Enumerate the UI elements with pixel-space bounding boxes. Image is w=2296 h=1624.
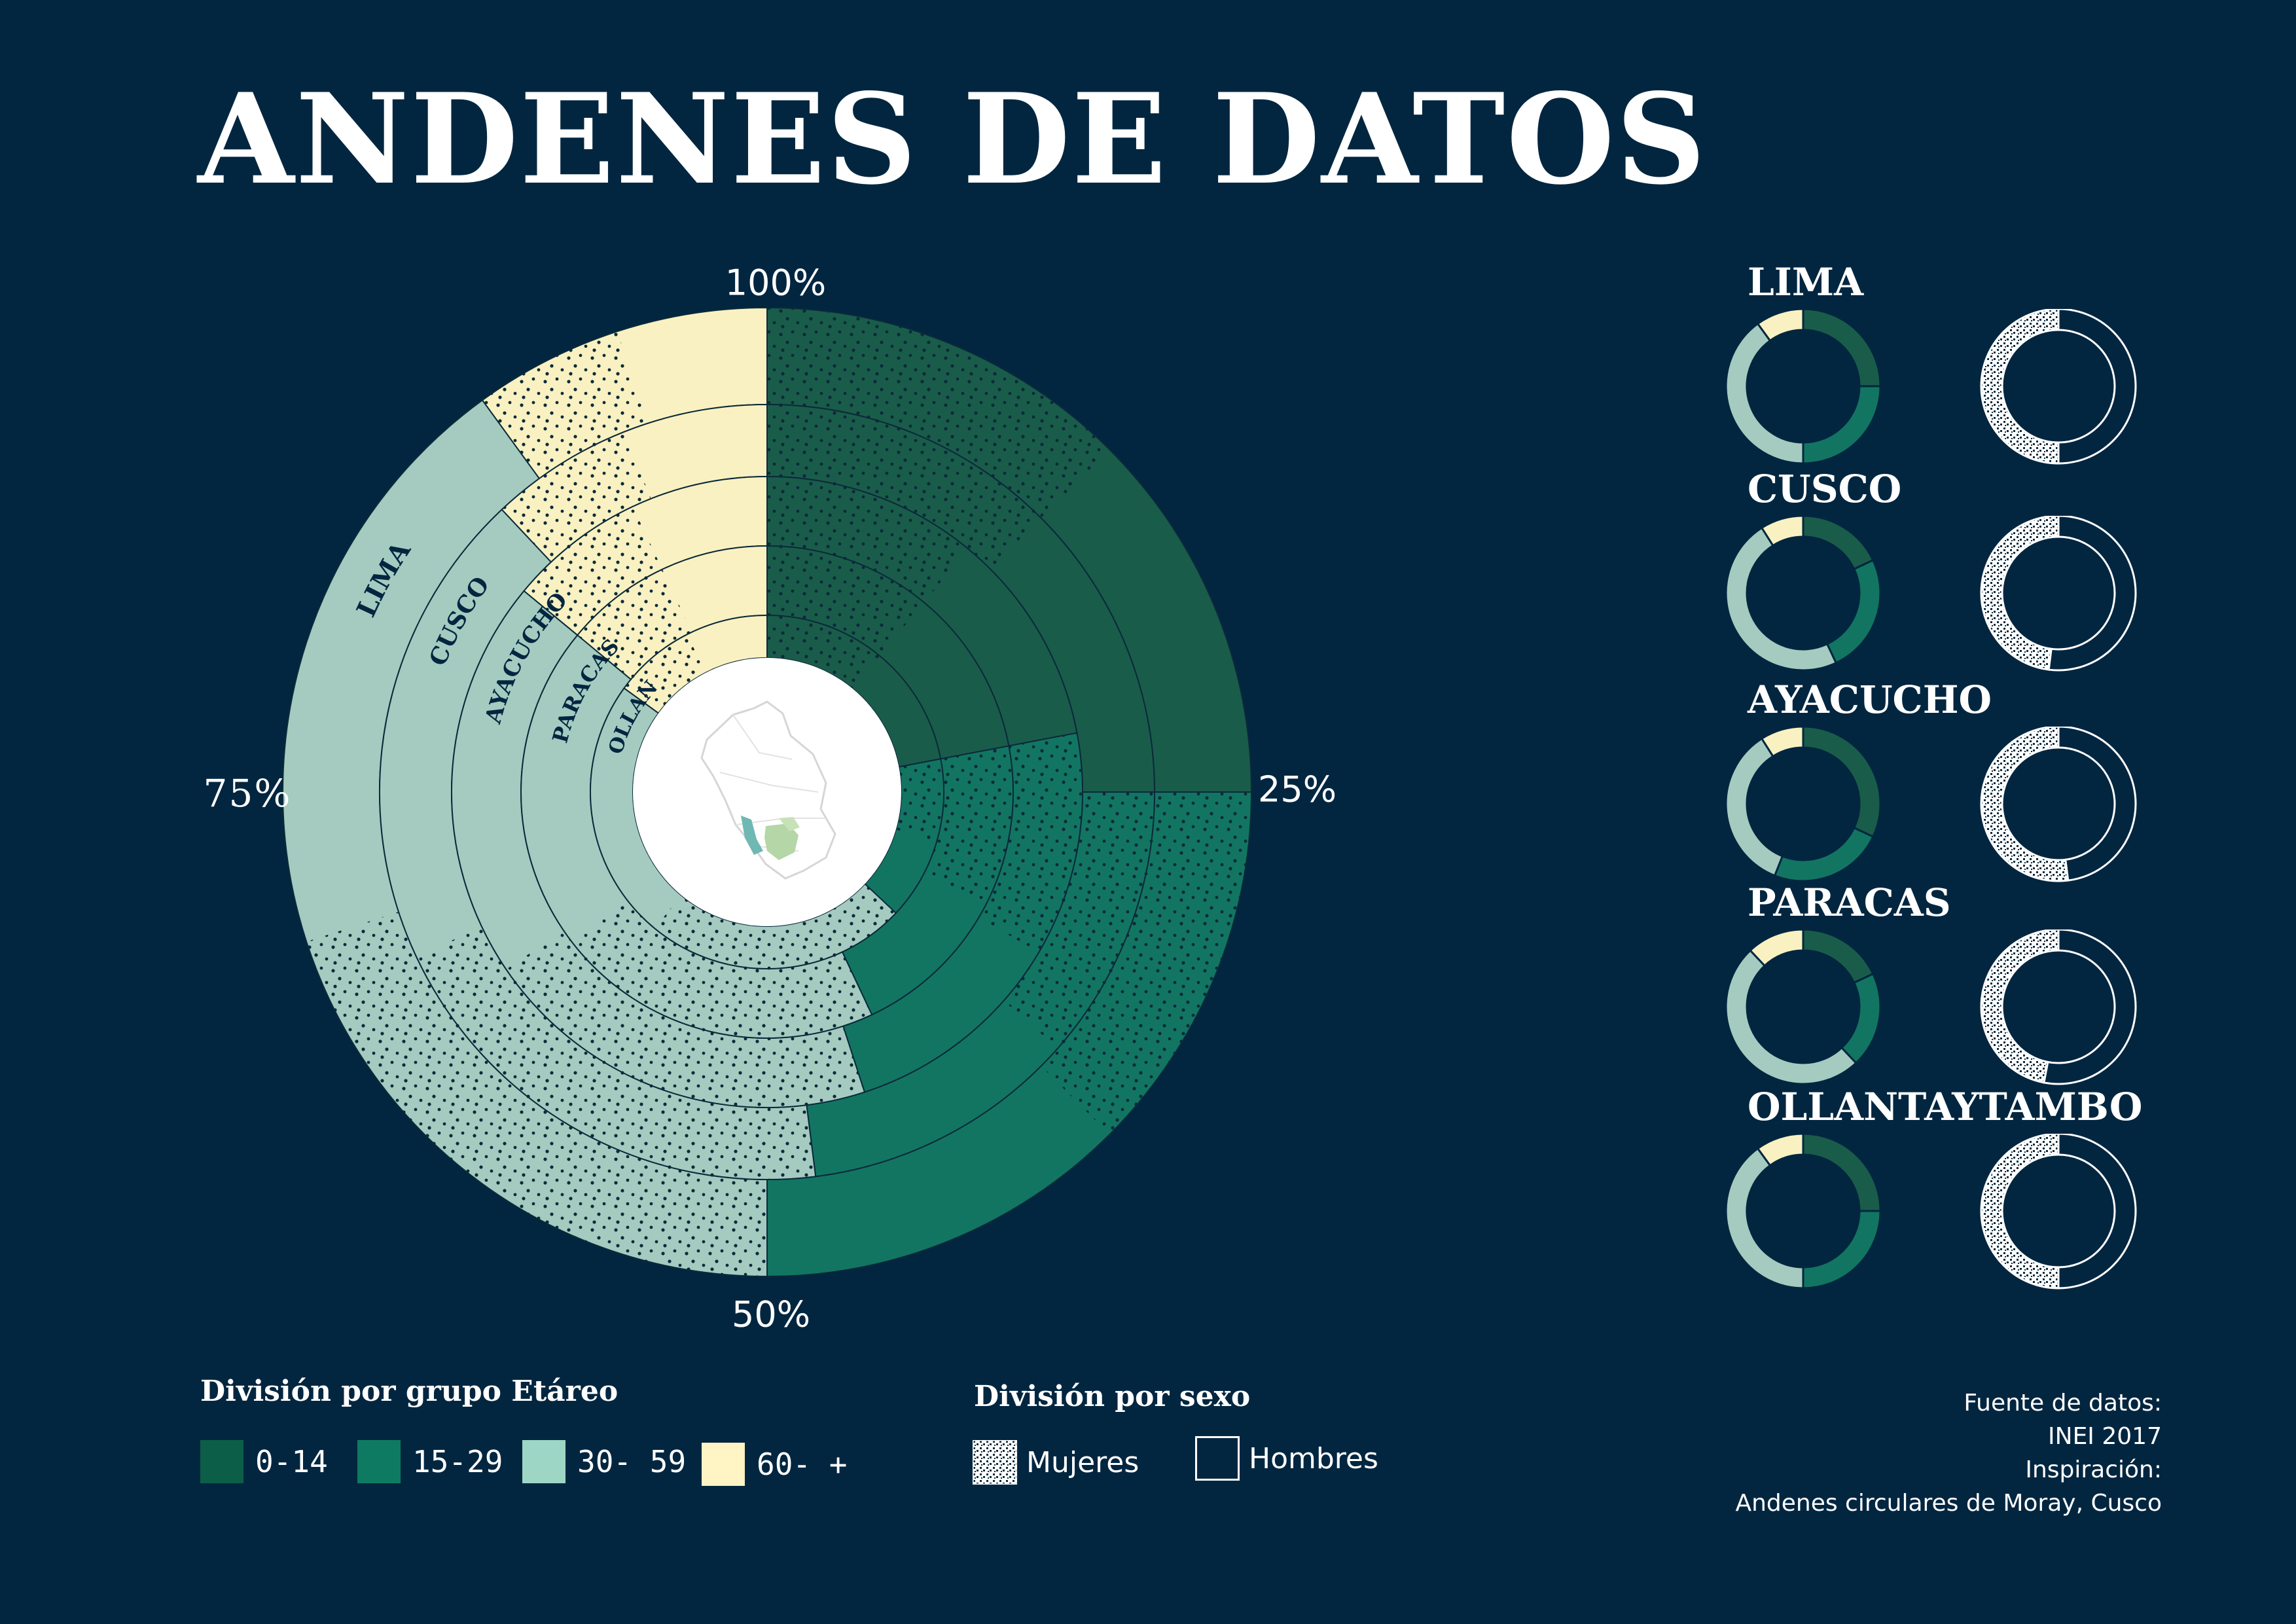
sex-donut-men — [2043, 929, 2137, 1085]
legend-item-mujeres: Mujeres — [973, 1440, 1139, 1485]
women-share-lima-15-29 — [1041, 792, 1252, 1135]
women-share-cusco-60-plus — [501, 431, 651, 562]
credits: Fuente de datos: INEI 2017 Inspiración: … — [1735, 1386, 2162, 1520]
credits-inspiration: Andenes circulares de Moray, Cusco — [1735, 1490, 2162, 1517]
age-donut-segment-60-plus — [1749, 929, 1804, 967]
age-donut-segment-30-59 — [1725, 737, 1784, 877]
credits-source: INEI 2017 — [2048, 1423, 2162, 1450]
women-share-lima-0-14 — [767, 308, 1110, 518]
legend-swatch — [702, 1443, 745, 1486]
axis-label-left: 75% — [203, 771, 292, 816]
women-share-ollan-60-plus — [624, 634, 706, 713]
women-share-ollan-15-29 — [895, 759, 944, 842]
site-donuts — [1725, 727, 2137, 882]
legend-swatch — [357, 1440, 401, 1483]
site-name: LIMA — [1748, 260, 1864, 304]
site-donuts — [1725, 929, 2137, 1085]
legend-label: Mujeres — [1026, 1445, 1139, 1479]
age-donut-segment-30-59 — [1725, 322, 1804, 465]
age-donut-segment-0-14 — [1802, 727, 1882, 839]
legend-swatch — [200, 1440, 243, 1483]
age-donut-segment-60-plus — [1760, 516, 1804, 547]
axis-label-bottom: 50% — [731, 1293, 811, 1335]
sex-donut-men — [2047, 516, 2137, 672]
women-share-cusco-15-29 — [1003, 792, 1155, 1049]
women-share-ayacucho-0-14 — [767, 477, 969, 603]
site-name: AYACUCHO — [1748, 677, 1992, 722]
sex-donut-men — [2057, 309, 2137, 465]
age-donut-segment-15-29 — [1802, 385, 1882, 465]
women-share-ayacucho-15-29 — [978, 732, 1083, 953]
age-donut-segment-30-59 — [1725, 526, 1838, 672]
women-share-ollan-0-14 — [767, 615, 880, 689]
sex-donut-women — [1980, 516, 2060, 671]
women-share-paracas-0-14 — [767, 546, 924, 656]
women-share-paracas-15-29 — [924, 746, 1013, 904]
women-share-paracas-30-59 — [572, 900, 872, 1038]
age-donut-segment-60-plus — [1756, 1134, 1804, 1167]
legend-label: 15-29 — [412, 1444, 503, 1479]
peru-map — [633, 658, 901, 926]
age-donut-segment-30-59 — [1725, 948, 1857, 1085]
legend-item-hombres: Hombres — [1195, 1436, 1378, 1481]
women-share-ollan-30-59 — [654, 884, 896, 969]
credits-inspiration-label: Inspiración: — [2025, 1456, 2162, 1483]
age-donut-segment-15-29 — [1825, 558, 1882, 664]
legend-label: 0-14 — [255, 1444, 328, 1479]
legend-label: Hombres — [1249, 1441, 1378, 1475]
site-name: CUSCO — [1748, 467, 1902, 511]
age-donut-segment-60-plus — [1760, 727, 1804, 758]
age-donut-segment-15-29 — [1840, 972, 1882, 1065]
site-donuts — [1725, 309, 2137, 465]
axis-label-top: 100% — [725, 262, 827, 304]
age-donut-segment-0-14 — [1802, 516, 1874, 571]
age-donut-segment-0-14 — [1802, 309, 1882, 388]
legend-swatch — [522, 1440, 565, 1483]
sex-donut-men — [2057, 1134, 2137, 1290]
women-share-ayacucho-30-59 — [506, 930, 865, 1108]
sex-legend-title: División por sexo — [974, 1380, 1251, 1413]
women-share-cusco-0-14 — [767, 405, 1041, 569]
legend-item-30-59: 30- 59 — [522, 1440, 686, 1483]
sex-donut-women — [1980, 929, 2060, 1084]
site-breakdown-panel: LIMA CUSCO AYACUCHO PARACAS OLLANTAYTAMB… — [1715, 249, 2212, 1296]
axis-label-right: 25% — [1257, 768, 1337, 810]
sex-donut-men — [2057, 727, 2137, 882]
men-swatch — [1195, 1436, 1240, 1481]
women-share-lima-60-plus — [482, 331, 648, 479]
women-pattern-swatch — [973, 1440, 1017, 1485]
sex-donut-women — [1980, 1134, 2060, 1290]
women-share-cusco-30-59 — [416, 926, 816, 1180]
age-donut-segment-60-plus — [1756, 309, 1804, 342]
age-donut-segment-15-29 — [1773, 826, 1874, 882]
legend-item-0-14: 0-14 — [200, 1440, 328, 1483]
legend-item-15-29: 15-29 — [357, 1440, 503, 1483]
age-donut-segment-0-14 — [1802, 1134, 1882, 1212]
sex-donut-women — [1980, 727, 2070, 882]
site-donuts — [1725, 516, 2137, 672]
women-share-lima-30-59 — [306, 911, 768, 1276]
site-donuts — [1725, 1134, 2137, 1290]
age-donut-segment-30-59 — [1725, 1147, 1804, 1290]
credits-source-label: Fuente de datos: — [1964, 1390, 2162, 1416]
legend-item-60-plus: 60- + — [702, 1443, 847, 1486]
sex-donut-women — [1980, 309, 2060, 465]
legend-label: 30- 59 — [577, 1444, 687, 1479]
age-donut-segment-0-14 — [1802, 929, 1874, 984]
page-title: ANDENES DE DATOS — [198, 66, 1708, 212]
age-legend-title: División por grupo Etáreo — [200, 1375, 619, 1408]
age-donut-segment-15-29 — [1802, 1210, 1882, 1290]
women-share-ayacucho-60-plus — [524, 506, 662, 636]
site-name: PARACAS — [1748, 880, 1951, 925]
legend-label: 60- + — [757, 1447, 848, 1482]
site-name: OLLANTAYTAMBO — [1748, 1085, 2143, 1129]
women-share-paracas-60-plus — [577, 569, 692, 679]
